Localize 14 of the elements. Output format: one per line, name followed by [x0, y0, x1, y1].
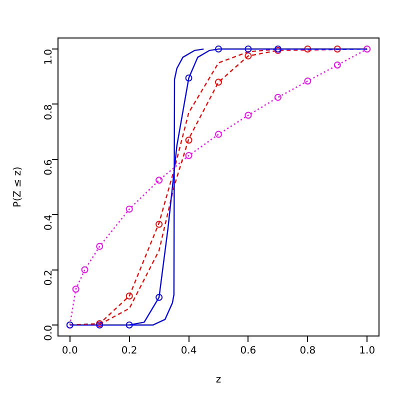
- y-tick-label: 1.0: [44, 49, 55, 65]
- x-tick-label: 0.4: [180, 346, 197, 357]
- x-tick-label: 0.8: [300, 346, 316, 357]
- y-tick-label: 0.4: [44, 214, 55, 230]
- x-tick-label: 0.6: [240, 346, 256, 357]
- y-tick-label: 0.2: [44, 270, 55, 286]
- x-tick-label: 0.2: [121, 346, 138, 357]
- y-axis-title: P(Z ≤ z): [12, 166, 24, 208]
- x-tick-label: 1.0: [359, 346, 376, 357]
- x-axis-title: z: [216, 374, 222, 386]
- y-tick-label: 0.8: [44, 104, 55, 120]
- y-tick-label: 0.6: [44, 159, 55, 176]
- x-tick-label: 0.0: [62, 346, 78, 357]
- y-tick-label: 0.0: [44, 324, 55, 341]
